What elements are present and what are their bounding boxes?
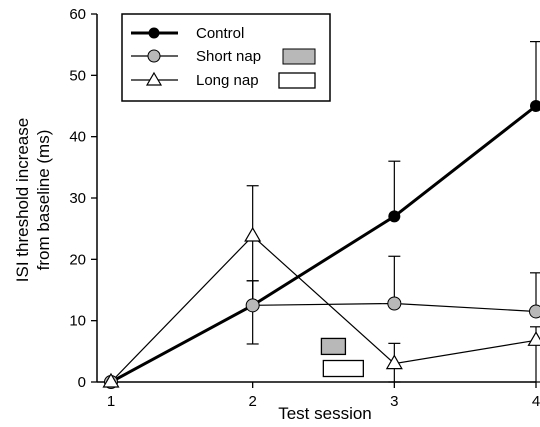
nap-box-long-nap — [322, 359, 364, 378]
y-tick-label: 40 — [69, 129, 86, 146]
point-long-nap — [102, 372, 120, 388]
series-markers — [102, 100, 540, 389]
y-tick-label: 10 — [69, 313, 86, 330]
series-line-short-nap — [110, 302, 537, 383]
x-tick-label: 1 — [107, 393, 115, 410]
x-tick-label: 4 — [532, 393, 540, 410]
legend-item-control: Control — [131, 25, 244, 42]
y-tick-label: 0 — [78, 374, 86, 391]
point-long-nap — [527, 331, 540, 346]
y-tick-label: 50 — [69, 67, 86, 84]
legend-marker-long-nap — [145, 71, 163, 86]
legend-swatch-short-nap — [282, 48, 316, 65]
point-control — [388, 210, 401, 223]
y-axis-title-line-2: from baseline (ms) — [34, 130, 53, 271]
y-tick-label: 30 — [69, 190, 86, 207]
series-lines — [110, 104, 537, 384]
point-short-nap — [529, 304, 540, 319]
legend-swatch-long-nap — [278, 72, 316, 89]
point-short-nap — [245, 298, 260, 313]
point-long-nap — [244, 226, 262, 242]
y-axis-title-line-1: ISI threshold increase — [13, 118, 32, 282]
legend-item-long-nap: Long nap — [131, 71, 316, 89]
point-control — [530, 100, 540, 112]
x-tick-label: 3 — [390, 393, 398, 410]
nap-indicators — [320, 337, 364, 378]
legend-label-control: Control — [196, 25, 244, 42]
series-line-long-nap — [110, 235, 537, 383]
legend-label-short-nap: Short nap — [196, 48, 261, 65]
y-tick-label: 60 — [69, 6, 86, 23]
x-tick-label: 2 — [248, 393, 256, 410]
x-axis-title: Test session — [278, 404, 372, 423]
nap-box-short-nap — [320, 337, 347, 356]
point-short-nap — [387, 296, 402, 311]
legend-marker-short-nap — [147, 49, 161, 63]
legend-marker-control — [148, 27, 160, 39]
point-long-nap — [385, 354, 403, 370]
y-tick-label: 20 — [69, 251, 86, 268]
legend: Control Short nap Long nap — [121, 13, 331, 102]
legend-label-long-nap: Long nap — [196, 72, 259, 89]
legend-item-short-nap: Short nap — [131, 48, 316, 65]
tick-group: 0 10 20 30 40 50 60 1 2 3 4 — [69, 6, 540, 410]
